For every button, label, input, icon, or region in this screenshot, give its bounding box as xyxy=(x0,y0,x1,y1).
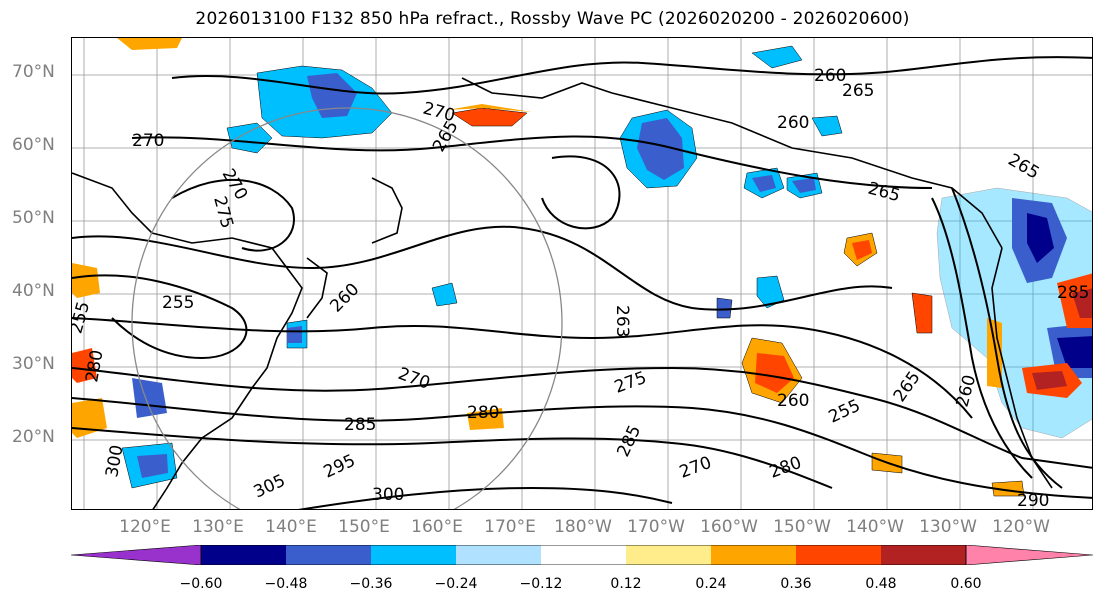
contour-label: 265 xyxy=(1005,150,1043,184)
coastlines xyxy=(72,77,1053,509)
colorbar-swatch xyxy=(286,545,371,565)
contour-label: 263 xyxy=(612,305,632,337)
lat-label-60n: 60°N xyxy=(12,135,55,155)
colorbar-tick: −0.12 xyxy=(519,576,563,592)
refractivity-contours xyxy=(72,56,1092,509)
contour-label: 290 xyxy=(1017,491,1049,510)
colorbar xyxy=(71,545,1093,565)
contour-label: 300 xyxy=(372,485,404,505)
contour-label: 265 xyxy=(842,81,874,101)
shaded-anomalies xyxy=(72,38,1092,497)
map-canvas: 260 265 270 270 260 265 265 275 270 255 … xyxy=(72,38,1092,510)
lat-label-40n: 40°N xyxy=(12,281,55,301)
contour-label: 260 xyxy=(777,113,809,133)
contour-label: 280 xyxy=(767,453,804,483)
contour-label: 270 xyxy=(395,364,432,394)
colorbar-tick: 0.60 xyxy=(950,576,982,592)
colorbar-swatch xyxy=(626,545,711,565)
lat-label-20n: 20°N xyxy=(12,427,55,447)
contour-label: 270 xyxy=(677,453,714,483)
contour-label: 260 xyxy=(777,391,809,411)
contour-label: 280 xyxy=(467,403,499,423)
lon-label-140e: 140°E xyxy=(265,517,317,537)
contour-label: 255 xyxy=(162,293,194,313)
map-panel: 260 265 270 270 260 265 265 275 270 255 … xyxy=(71,37,1093,510)
colorbar-swatch xyxy=(881,545,966,565)
contour-label: 265 xyxy=(429,117,463,155)
contour-label: 295 xyxy=(321,451,359,483)
colorbar-tick: 0.48 xyxy=(865,576,897,592)
lat-label-50n: 50°N xyxy=(12,208,55,228)
contour-label: 260 xyxy=(814,66,846,86)
lon-label-150w: 150°W xyxy=(773,517,831,537)
lon-label-160e: 160°E xyxy=(411,517,463,537)
contour-label: 285 xyxy=(344,415,376,435)
colorbar-tick: 0.12 xyxy=(610,576,642,592)
colorbar-swatch xyxy=(711,545,796,565)
lon-label-160w: 160°W xyxy=(700,517,758,537)
contour-label: 275 xyxy=(612,368,649,398)
colorbar-tick: 0.36 xyxy=(780,576,812,592)
contour-label: 255 xyxy=(826,396,864,428)
lon-label-120w: 120°W xyxy=(992,517,1050,537)
colorbar-swatch xyxy=(796,545,881,565)
colorbar-tick: −0.36 xyxy=(349,576,393,592)
colorbar-swatch xyxy=(965,545,1093,565)
contour-label: 260 xyxy=(326,279,363,316)
plot-title: 2026013100 F132 850 hPa refract., Rossby… xyxy=(195,9,910,29)
colorbar-tick: −0.48 xyxy=(264,576,308,592)
lat-label-30n: 30°N xyxy=(12,354,55,374)
lon-label-130e: 130°E xyxy=(192,517,244,537)
lon-label-170e: 170°E xyxy=(484,517,536,537)
contour-label: 305 xyxy=(251,471,289,503)
colorbar-swatch xyxy=(541,545,626,565)
contour-label: 265 xyxy=(890,368,925,406)
contour-label: 300 xyxy=(102,443,127,478)
contour-label: 255 xyxy=(72,299,94,336)
colorbar-tick: 0.24 xyxy=(695,576,727,592)
rossby-domain-circle xyxy=(131,107,563,509)
contour-label: 285 xyxy=(1057,283,1089,303)
lon-label-180w: 180°W xyxy=(554,517,612,537)
colorbar-tick: −0.60 xyxy=(179,576,223,592)
lon-label-150e: 150°E xyxy=(338,517,390,537)
colorbar-swatch xyxy=(201,545,286,565)
lon-label-170w: 170°W xyxy=(627,517,685,537)
colorbar-swatch xyxy=(456,545,541,565)
lon-label-140w: 140°W xyxy=(846,517,904,537)
contour-label: 260 xyxy=(953,373,981,410)
colorbar-swatch xyxy=(371,545,456,565)
contour-label: 280 xyxy=(82,348,107,383)
colorbar-swatch xyxy=(71,545,202,565)
contour-label: 270 xyxy=(132,131,164,151)
lon-label-130w: 130°W xyxy=(919,517,977,537)
contour-labels: 260 265 270 270 260 265 265 275 270 255 … xyxy=(72,66,1089,510)
contour-label: 265 xyxy=(866,179,903,207)
lon-label-120e: 120°E xyxy=(119,517,171,537)
lat-label-70n: 70°N xyxy=(12,62,55,82)
colorbar-tick: −0.24 xyxy=(434,576,478,592)
